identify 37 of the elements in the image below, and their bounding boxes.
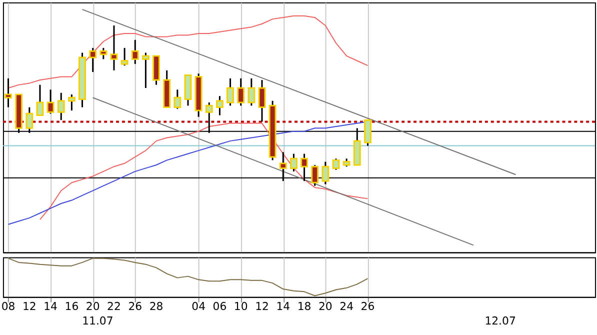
candlestick	[100, 47, 108, 60]
x-tick-label: 18	[297, 300, 312, 313]
candlestick	[258, 79, 266, 122]
candlestick	[216, 95, 224, 116]
x-tick-label: 16	[64, 300, 79, 313]
x-tick-label: 14	[276, 300, 290, 313]
text: 11.07	[82, 314, 114, 328]
candlestick	[248, 78, 256, 106]
text: 12.07	[484, 314, 516, 328]
x-tick-label: 08	[1, 300, 16, 313]
x-tick-label: 12	[22, 300, 36, 313]
candlestick	[36, 84, 44, 116]
candlestick	[237, 78, 245, 106]
x-tick-label: 20	[318, 300, 332, 313]
candlestick	[46, 88, 54, 114]
x-tick-label: 24	[340, 300, 354, 313]
x-tick-label: 22	[107, 300, 121, 313]
x-tick-label: 26	[360, 300, 375, 313]
candlestick	[89, 47, 97, 73]
x-tick-label: 10	[234, 300, 248, 313]
candlestick	[290, 153, 298, 172]
candlestick	[68, 94, 76, 112]
x-tick-label: 06	[212, 300, 227, 313]
candlestick	[174, 88, 182, 110]
x-tick-label: 26	[128, 300, 142, 313]
candlestick	[110, 24, 118, 72]
x-tick-label: 12	[255, 300, 269, 313]
candlestick	[332, 158, 340, 171]
candlestick	[142, 52, 150, 89]
candlestick	[57, 92, 65, 121]
x-tick-label: 20	[86, 300, 100, 313]
candlestick	[131, 39, 139, 65]
x-tick-label: 28	[149, 300, 164, 313]
candlestick	[120, 47, 128, 66]
candlestick	[226, 78, 234, 106]
x-tick-label: 04	[192, 300, 206, 313]
x-tick-label: 14	[44, 300, 58, 313]
